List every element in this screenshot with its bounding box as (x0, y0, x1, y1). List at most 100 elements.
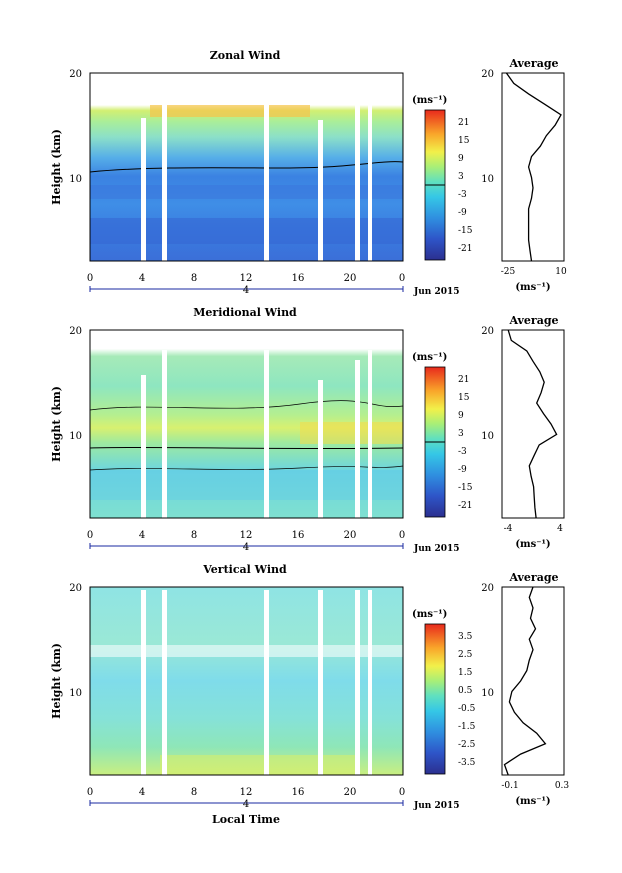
x-tick-label: 0 (87, 273, 93, 284)
average-profile: Average 10 20 -25 10 (ms⁻¹) (481, 57, 567, 293)
x-tick-label: 16 (292, 273, 305, 284)
profile-y-tick: 10 (481, 174, 494, 185)
x-tick-label: 20 (344, 273, 357, 284)
colorbar-tick: 21 (458, 375, 469, 385)
colorbar-unit: (ms⁻¹) (412, 95, 447, 106)
colorbar-tick: 3 (458, 429, 464, 439)
date-label: Jun 2015 (413, 287, 460, 297)
profile-frame (501, 329, 565, 519)
profile-y-tick: 20 (481, 326, 494, 337)
x-tick-label: 12 (240, 530, 253, 541)
colorbar-tick: -15 (458, 483, 473, 493)
profile-y-tick: 20 (481, 583, 494, 594)
colorbar-tick: 3.5 (458, 632, 473, 642)
colorbar-bar (424, 623, 446, 775)
profile-y-tick: 20 (481, 69, 494, 80)
data-gaps (141, 88, 372, 261)
colorbar-tick: -21 (458, 501, 473, 511)
profile-y-tick: 10 (481, 431, 494, 442)
panel-title: Zonal Wind (210, 49, 281, 62)
average-title: Average (508, 57, 558, 70)
heatmap-band (150, 105, 310, 117)
y-axis-label: Height (km) (50, 643, 63, 719)
x-tick-label: 12 (240, 787, 253, 798)
x-tick-label: 8 (191, 273, 197, 284)
profile-line (503, 586, 547, 776)
x-tick-label: 8 (191, 530, 197, 541)
date-axis: 4 Jun 2015 Local Time (89, 799, 460, 826)
colorbar-tick: 0.5 (458, 686, 473, 696)
colorbar-unit: (ms⁻¹) (412, 609, 447, 620)
date-label: Jun 2015 (413, 801, 460, 811)
data-gaps (141, 590, 372, 775)
heatmap-band (90, 645, 403, 657)
colorbar-tick: 1.5 (458, 668, 473, 678)
colorbar-tick: -21 (458, 244, 473, 254)
plot-frame (89, 329, 404, 519)
y-axis-label: Height (km) (50, 386, 63, 462)
colorbar-tick: -3 (458, 190, 467, 200)
x-tick-label: 16 (292, 787, 305, 798)
x-tick-label: 0 (399, 273, 405, 284)
x-tick-label: 0 (399, 787, 405, 798)
x-axis: 0 4 8 12 16 20 0 (87, 273, 405, 284)
x-tick-label: 8 (191, 787, 197, 798)
data-gaps (141, 350, 372, 518)
x-tick-label: 0 (87, 787, 93, 798)
colorbar-tick: -1.5 (458, 722, 476, 732)
date-axis: 4 Jun 2015 (89, 285, 460, 297)
y-tick-label: 10 (69, 431, 82, 442)
y-tick-label: 20 (69, 583, 82, 594)
date-axis: 4 Jun 2015 (89, 542, 460, 554)
colorbar-tick: 15 (458, 136, 470, 146)
colorbar-tick: -9 (458, 208, 467, 218)
y-tick-label: 10 (69, 174, 82, 185)
x-axis: 0 4 8 12 16 20 0 (87, 530, 405, 541)
colorbar-tick: 3 (458, 172, 464, 182)
colorbar: (ms⁻¹) 21 15 9 3 -3 -9 -15 -21 (412, 352, 473, 518)
panel-zonal: Zonal Wind 10 20 Height (km) 0 4 8 12 16 (50, 49, 567, 297)
profile-x-tick: -4 (504, 524, 513, 534)
y-axis: 10 20 Height (km) (50, 583, 82, 719)
x-tick-label: 0 (87, 530, 93, 541)
colorbar-tick: 21 (458, 118, 469, 128)
y-tick-label: 10 (69, 688, 82, 699)
colorbar-tick: -9 (458, 465, 467, 475)
heatmap-band (90, 185, 403, 199)
colorbar-tick: -3.5 (458, 758, 476, 768)
zero-contour (89, 446, 404, 450)
colorbar-tick: -2.5 (458, 740, 476, 750)
colorbar-tick: 2.5 (458, 650, 473, 660)
panel-title: Vertical Wind (202, 563, 287, 576)
heatmap-band (300, 422, 403, 444)
profile-unit: (ms⁻¹) (515, 796, 550, 807)
x-tick-label: 0 (399, 530, 405, 541)
colorbar-tick: 9 (458, 154, 464, 164)
profile-x-tick: -0.1 (501, 781, 518, 791)
average-title: Average (508, 314, 558, 327)
profile-x-tick: 0.3 (555, 781, 570, 791)
x-tick-label: 20 (344, 787, 357, 798)
colorbar-tick: -3 (458, 447, 467, 457)
x-tick-label: 4 (139, 787, 145, 798)
date-tick: 4 (243, 285, 249, 296)
colorbar-tick: -15 (458, 226, 473, 236)
plot-frame (89, 72, 404, 262)
profile-x-tick: -25 (501, 267, 516, 277)
colorbar-tick: -0.5 (458, 704, 476, 714)
x-tick-label: 20 (344, 530, 357, 541)
panel-title: Meridional Wind (193, 306, 297, 319)
plot-frame (89, 586, 404, 776)
panel-meridional: Meridional Wind 10 20 Height (km) 0 4 8 … (50, 306, 565, 554)
profile-y-tick: 10 (481, 688, 494, 699)
average-profile: Average 10 20 -0.1 0.3 (ms⁻¹) (481, 571, 569, 807)
profile-line (507, 329, 558, 519)
profile-x-tick: 4 (557, 524, 563, 534)
x-axis: 0 4 8 12 16 20 0 (87, 787, 405, 798)
y-tick-label: 20 (69, 69, 82, 80)
date-tick: 4 (243, 799, 249, 810)
date-label: Jun 2015 (413, 544, 460, 554)
x-tick-label: 12 (240, 273, 253, 284)
panel-vertical: Vertical Wind 10 20 Height (km) 0 4 8 12… (50, 563, 569, 826)
profile-frame (501, 586, 565, 776)
